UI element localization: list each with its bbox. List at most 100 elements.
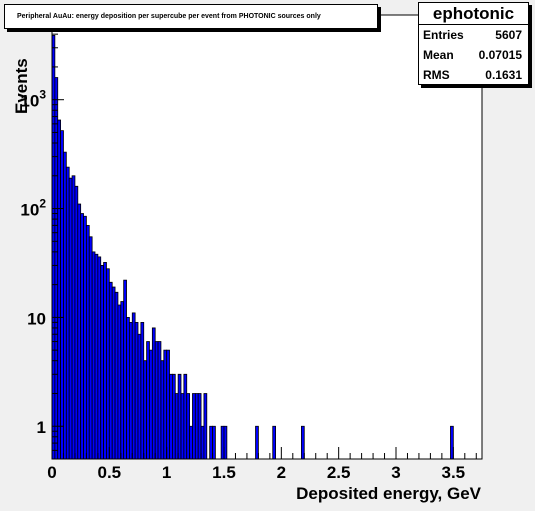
y-tick-exponent: 3 xyxy=(39,88,46,102)
histogram-bar xyxy=(123,280,127,459)
histogram-bar-outline xyxy=(272,425,277,459)
histogram-bars xyxy=(51,34,454,460)
histogram-bar xyxy=(201,426,204,459)
histogram-bar xyxy=(224,426,227,459)
x-tick-label: 1.5 xyxy=(212,463,236,482)
y-tick-base: 10 xyxy=(20,92,39,111)
histogram-bar xyxy=(149,350,153,459)
histogram-bar xyxy=(152,327,156,459)
x-axis: 0 0.5 1 1.5 2 2.5 3 3.5 xyxy=(47,447,482,482)
stats-rms-value: 0.1631 xyxy=(485,68,522,82)
histogram-bar xyxy=(126,317,130,459)
y-tick-base: 10 xyxy=(20,201,39,220)
histogram-bar xyxy=(92,251,95,459)
histogram-bar xyxy=(135,322,138,459)
histogram-bar xyxy=(120,301,124,459)
histogram-bar xyxy=(183,374,187,459)
histogram-bar xyxy=(450,426,454,459)
stats-rms-row: RMS 0.1631 xyxy=(419,65,528,85)
histogram-bar xyxy=(117,304,121,459)
histogram-bar-outline xyxy=(450,425,454,459)
x-tick-label: 1 xyxy=(162,463,171,482)
histogram-bar xyxy=(138,334,141,459)
histogram-bar xyxy=(72,175,75,459)
histogram-bar xyxy=(203,393,207,459)
histogram-bar xyxy=(169,374,173,459)
histogram-bar xyxy=(272,426,276,459)
histogram-bar xyxy=(54,77,58,459)
histogram-bar xyxy=(160,360,164,459)
histogram-bar xyxy=(57,120,61,459)
histogram-bar xyxy=(100,265,104,459)
x-tick-label: 3.5 xyxy=(442,463,466,482)
stats-histogram-name: ephotonic xyxy=(419,3,528,25)
histogram-bar xyxy=(77,204,81,459)
histogram-bar xyxy=(97,256,101,459)
y-tick-label: 103 xyxy=(20,88,46,111)
stats-entries-value: 5607 xyxy=(495,28,522,42)
histogram-bar xyxy=(166,350,170,459)
histogram-bar xyxy=(198,393,202,459)
y-tick-label: 1 xyxy=(37,418,46,437)
histogram-bar xyxy=(95,254,98,459)
stats-entries-label: Entries xyxy=(423,28,464,42)
stats-mean-value: 0.07015 xyxy=(478,48,522,62)
histogram-bar-outline xyxy=(212,425,216,459)
histogram-bar xyxy=(69,178,73,459)
histogram-bar xyxy=(112,287,116,459)
histogram-bar-outline xyxy=(223,425,228,459)
histogram-bar xyxy=(155,341,159,459)
histogram-bar xyxy=(212,426,216,459)
stats-mean-label: Mean xyxy=(423,48,454,62)
stats-rms-label: RMS xyxy=(423,68,450,82)
y-tick-exponent: 2 xyxy=(39,197,46,211)
histogram-bar xyxy=(103,262,107,459)
x-tick-label: 2 xyxy=(277,463,286,482)
histogram-bar xyxy=(209,426,213,459)
histogram-bar xyxy=(52,35,55,459)
histogram-bar xyxy=(192,393,196,459)
x-tick-label: 0 xyxy=(47,463,56,482)
histogram-bar xyxy=(175,393,179,459)
y-tick-label: 102 xyxy=(20,197,46,220)
x-tick-label: 3 xyxy=(391,463,400,482)
histogram-bar xyxy=(74,186,78,459)
histogram-bar xyxy=(221,426,224,459)
histogram-bar xyxy=(115,292,118,459)
histogram-bar-outline xyxy=(203,393,208,459)
histogram-bar xyxy=(60,130,64,460)
histogram-bar xyxy=(158,341,161,459)
histogram-bar xyxy=(163,350,167,459)
histogram-bar xyxy=(132,312,136,459)
histogram-bar xyxy=(89,236,93,459)
histogram-bar xyxy=(140,322,144,459)
histogram-bar xyxy=(146,341,150,459)
chart-title: Peripheral AuAu: energy deposition per s… xyxy=(4,4,378,29)
histogram-bar xyxy=(186,393,190,459)
histogram-bar-outline xyxy=(300,425,305,459)
histogram-bar xyxy=(181,393,184,459)
histogram-bar xyxy=(63,152,67,459)
y-tick-label: 10 xyxy=(27,309,46,328)
histogram-bar xyxy=(301,426,305,459)
histogram-bar xyxy=(83,216,87,459)
histogram-bar xyxy=(143,360,147,459)
histogram-bar xyxy=(195,393,199,459)
stats-entries-row: Entries 5607 xyxy=(419,25,528,45)
histogram-bar xyxy=(109,282,113,459)
histogram-bar xyxy=(172,374,176,459)
histogram-bar xyxy=(178,374,181,459)
histogram-bar xyxy=(129,322,133,459)
x-tick-label: 0.5 xyxy=(98,463,122,482)
histogram-bar xyxy=(80,213,84,459)
histogram-bar xyxy=(255,426,259,459)
histogram-bar xyxy=(189,426,193,459)
histogram-bar xyxy=(106,268,110,459)
stats-legend: ephotonic Entries 5607 Mean 0.07015 RMS … xyxy=(418,2,529,85)
x-tick-label: 2.5 xyxy=(327,463,351,482)
histogram-bar xyxy=(86,225,90,459)
stats-mean-row: Mean 0.07015 xyxy=(419,45,528,65)
x-axis-label: Deposited energy, GeV xyxy=(296,484,482,503)
